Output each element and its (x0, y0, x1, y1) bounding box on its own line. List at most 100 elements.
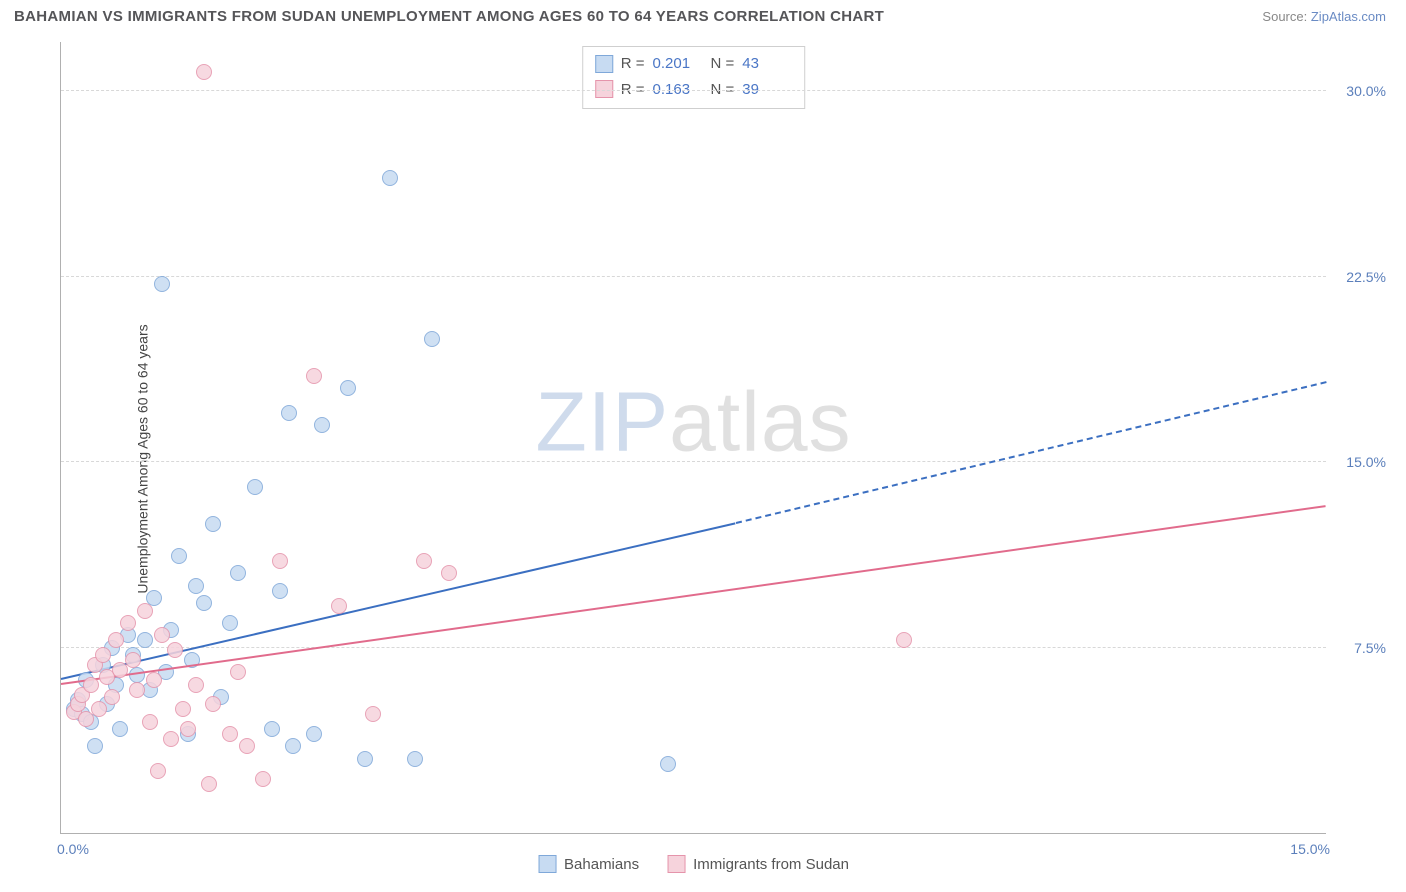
scatter-point (91, 701, 107, 717)
scatter-point (239, 738, 255, 754)
watermark: ZIPatlas (535, 373, 851, 470)
scatter-point (146, 672, 162, 688)
legend-item-sudan: Immigrants from Sudan (667, 855, 849, 873)
scatter-point (382, 170, 398, 186)
scatter-point (365, 706, 381, 722)
x-tick-label: 0.0% (57, 841, 89, 857)
watermark-zip: ZIP (535, 374, 669, 468)
legend-label-sudan: Immigrants from Sudan (693, 856, 849, 873)
stats-legend: R = 0.201 N = 43 R = 0.163 N = 39 (582, 46, 806, 109)
scatter-point (205, 696, 221, 712)
scatter-point (112, 721, 128, 737)
scatter-point (896, 632, 912, 648)
source-attribution: Source: ZipAtlas.com (1262, 9, 1386, 24)
scatter-point (87, 738, 103, 754)
scatter-point (95, 647, 111, 663)
scatter-point (137, 603, 153, 619)
scatter-point (171, 548, 187, 564)
gridline (61, 461, 1326, 462)
r-label: R = (621, 51, 645, 77)
scatter-point (129, 667, 145, 683)
r-value-bahamians: 0.201 (653, 51, 703, 77)
scatter-point (230, 664, 246, 680)
scatter-point (83, 677, 99, 693)
gridline (61, 647, 1326, 648)
chart-header: BAHAMIAN VS IMMIGRANTS FROM SUDAN UNEMPL… (0, 0, 1406, 29)
scatter-point (660, 756, 676, 772)
scatter-point (163, 731, 179, 747)
y-tick-label: 22.5% (1332, 269, 1386, 285)
plot-area: ZIPatlas R = 0.201 N = 43 R = 0.163 N = … (60, 42, 1326, 834)
y-tick-label: 15.0% (1332, 454, 1386, 470)
y-tick-label: 7.5% (1332, 640, 1386, 656)
scatter-point (167, 642, 183, 658)
scatter-point (142, 714, 158, 730)
scatter-point (285, 738, 301, 754)
gridline (61, 276, 1326, 277)
r-label: R = (621, 77, 645, 103)
stats-row-bahamians: R = 0.201 N = 43 (595, 51, 793, 77)
scatter-point (125, 652, 141, 668)
source-link[interactable]: ZipAtlas.com (1311, 9, 1386, 24)
scatter-point (407, 751, 423, 767)
swatch-bahamians (595, 55, 613, 73)
scatter-point (222, 726, 238, 742)
scatter-point (154, 276, 170, 292)
scatter-point (281, 405, 297, 421)
scatter-point (108, 632, 124, 648)
n-value-sudan: 39 (742, 77, 792, 103)
n-label: N = (711, 51, 735, 77)
scatter-point (255, 771, 271, 787)
swatch-sudan (595, 80, 613, 98)
chart-title: BAHAMIAN VS IMMIGRANTS FROM SUDAN UNEMPL… (14, 8, 884, 25)
trend-line (61, 522, 736, 680)
gridline (61, 90, 1326, 91)
scatter-point (230, 565, 246, 581)
scatter-point (416, 553, 432, 569)
swatch-sudan (667, 855, 685, 873)
chart-container: Unemployment Among Ages 60 to 64 years Z… (14, 36, 1392, 882)
scatter-point (120, 615, 136, 631)
n-label: N = (711, 77, 735, 103)
scatter-point (150, 763, 166, 779)
scatter-point (247, 479, 263, 495)
scatter-point (441, 565, 457, 581)
scatter-point (180, 721, 196, 737)
scatter-point (129, 682, 145, 698)
scatter-point (340, 380, 356, 396)
stats-row-sudan: R = 0.163 N = 39 (595, 77, 793, 103)
watermark-atlas: atlas (669, 374, 851, 468)
x-tick-label: 15.0% (1290, 841, 1330, 857)
n-value-bahamians: 43 (742, 51, 792, 77)
scatter-point (272, 583, 288, 599)
scatter-point (196, 64, 212, 80)
scatter-point (306, 726, 322, 742)
scatter-point (154, 627, 170, 643)
scatter-point (205, 516, 221, 532)
scatter-point (137, 632, 153, 648)
scatter-point (175, 701, 191, 717)
scatter-point (331, 598, 347, 614)
scatter-point (222, 615, 238, 631)
scatter-point (306, 368, 322, 384)
scatter-point (188, 677, 204, 693)
legend-label-bahamians: Bahamians (564, 856, 639, 873)
scatter-point (184, 652, 200, 668)
scatter-point (272, 553, 288, 569)
series-legend: Bahamians Immigrants from Sudan (538, 855, 849, 873)
r-value-sudan: 0.163 (653, 77, 703, 103)
scatter-point (357, 751, 373, 767)
scatter-point (424, 331, 440, 347)
legend-item-bahamians: Bahamians (538, 855, 639, 873)
trend-line (61, 505, 1326, 685)
scatter-point (196, 595, 212, 611)
scatter-point (104, 689, 120, 705)
trend-line (735, 381, 1326, 524)
scatter-point (314, 417, 330, 433)
swatch-bahamians (538, 855, 556, 873)
scatter-point (188, 578, 204, 594)
scatter-point (201, 776, 217, 792)
y-tick-label: 30.0% (1332, 83, 1386, 99)
source-label: Source: (1262, 9, 1307, 24)
scatter-point (264, 721, 280, 737)
